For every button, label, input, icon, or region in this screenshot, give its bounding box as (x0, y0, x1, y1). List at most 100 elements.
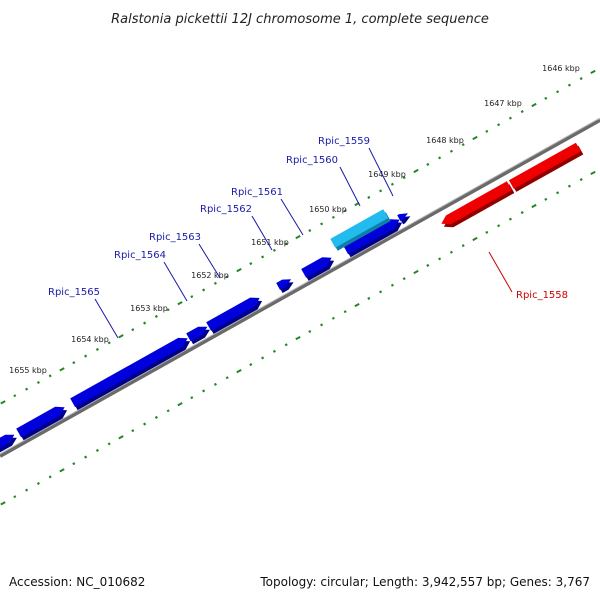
tick-mark (190, 295, 194, 299)
gene-label-rpic-1562[interactable]: Rpic_1562 (200, 204, 252, 215)
map-title: Ralstonia pickettii 12J chromosome 1, co… (111, 12, 489, 27)
gene-feature-reverse[interactable]: Rpic_1558 (441, 181, 515, 228)
tick-mark (59, 468, 65, 473)
gene-feature[interactable]: Rpic_1563 (206, 297, 263, 334)
scale-label: 1654 kbp (71, 335, 109, 344)
tick-mark (556, 191, 560, 195)
gene-feature-highlighted[interactable]: Rpic_1559 (330, 209, 391, 251)
scale-label: 1647 kbp (484, 99, 522, 108)
genome-summary: Topology: circular; Length: 3,942,557 bp… (259, 575, 590, 589)
tick-mark (249, 363, 253, 367)
tick-mark (497, 224, 501, 228)
gene-label-rpic-1565[interactable]: Rpic_1565 (48, 287, 100, 298)
tick-mark (295, 235, 301, 240)
tick-mark (95, 448, 99, 452)
leader-line (488, 251, 513, 293)
tick-mark (166, 308, 170, 312)
tick-mark (508, 217, 512, 221)
inner-tick-track (0, 170, 596, 506)
tick-mark (556, 90, 560, 94)
tick-mark (0, 400, 6, 405)
tick-mark (284, 242, 288, 246)
gene-label-rpic-1564[interactable]: Rpic_1564 (114, 250, 166, 261)
outer-tick-track (0, 69, 596, 405)
genome-backbone (0, 118, 600, 458)
tick-mark (343, 209, 347, 213)
tick-mark (497, 123, 501, 127)
tick-mark (544, 96, 548, 100)
tick-mark (367, 195, 371, 199)
tick-mark (567, 83, 571, 87)
gene-label-rpic-1563[interactable]: Rpic_1563 (149, 232, 201, 243)
gene-label-rpic-1558[interactable]: Rpic_1558 (516, 290, 568, 301)
genome-backbone-highlight (0, 117, 600, 455)
tick-mark (485, 129, 489, 133)
tick-mark (13, 495, 17, 499)
gene-feature[interactable] (0, 434, 17, 453)
tick-mark (438, 257, 442, 261)
scale-label: 1648 kbp (426, 136, 464, 145)
tick-mark (36, 381, 40, 384)
tick-mark (236, 268, 242, 273)
tick-mark (590, 170, 596, 175)
scale-labels: 1646 kbp 1647 kbp 1648 kbp 1649 kbp 1650 kbp… (9, 64, 580, 375)
tick-mark (413, 269, 419, 275)
tick-mark (520, 211, 524, 215)
scale-label: 1650 kbp (309, 205, 347, 214)
gene-feature[interactable] (16, 406, 68, 441)
gene-feature[interactable]: Rpic_1565 (70, 337, 191, 411)
tick-mark (579, 77, 583, 81)
tick-mark (590, 69, 596, 74)
tick-mark (25, 488, 29, 492)
tick-mark (531, 102, 537, 108)
gene-label-rpic-1560[interactable]: Rpic_1560 (286, 155, 338, 166)
tick-mark (295, 336, 301, 341)
tick-mark (143, 422, 147, 426)
tick-mark (177, 301, 183, 306)
tick-mark (531, 203, 537, 209)
tick-mark (107, 341, 111, 345)
scale-label: 1646 kbp (542, 64, 580, 73)
tick-mark (272, 349, 276, 353)
tick-mark (59, 367, 65, 372)
tick-mark (413, 168, 419, 174)
tick-mark (107, 442, 111, 446)
tick-mark (449, 250, 453, 254)
tick-mark (461, 143, 465, 147)
tick-mark (402, 176, 406, 180)
tick-mark (72, 361, 76, 365)
tick-mark (177, 402, 183, 407)
leader-line (163, 261, 188, 302)
gene-feature[interactable]: Rpic_1564 (186, 326, 210, 345)
tick-mark (261, 356, 265, 360)
tick-mark (320, 323, 324, 327)
tick-mark (84, 455, 88, 459)
tick-mark (0, 501, 6, 506)
gene-feature-reverse[interactable]: Rpic_1558 (508, 142, 584, 192)
tick-mark (48, 475, 52, 479)
gene-feature[interactable] (397, 213, 411, 225)
tick-mark (308, 330, 312, 333)
tick-mark (567, 184, 571, 188)
tick-mark (118, 435, 124, 440)
tick-mark (84, 354, 88, 358)
leader-line (368, 147, 394, 197)
gene-label-rpic-1561[interactable]: Rpic_1561 (231, 187, 283, 198)
tick-mark (48, 374, 52, 378)
gene-feature[interactable]: Rpic_1560 (343, 219, 403, 258)
gene-feature[interactable]: Rpic_1561 (301, 257, 335, 281)
tick-mark (331, 316, 335, 320)
gene-label-rpic-1559[interactable]: Rpic_1559 (318, 136, 370, 147)
scale-label: 1649 kbp (368, 170, 406, 179)
tick-mark (579, 178, 583, 182)
gene-feature[interactable]: Rpic_1562 (276, 279, 294, 293)
tick-mark (25, 387, 29, 391)
tick-mark (261, 255, 265, 259)
gene-label-leaders (94, 147, 513, 339)
tick-mark (308, 229, 312, 232)
tick-mark (154, 314, 158, 318)
tick-mark (225, 275, 229, 279)
tick-mark (154, 415, 158, 419)
tick-mark (202, 288, 206, 292)
